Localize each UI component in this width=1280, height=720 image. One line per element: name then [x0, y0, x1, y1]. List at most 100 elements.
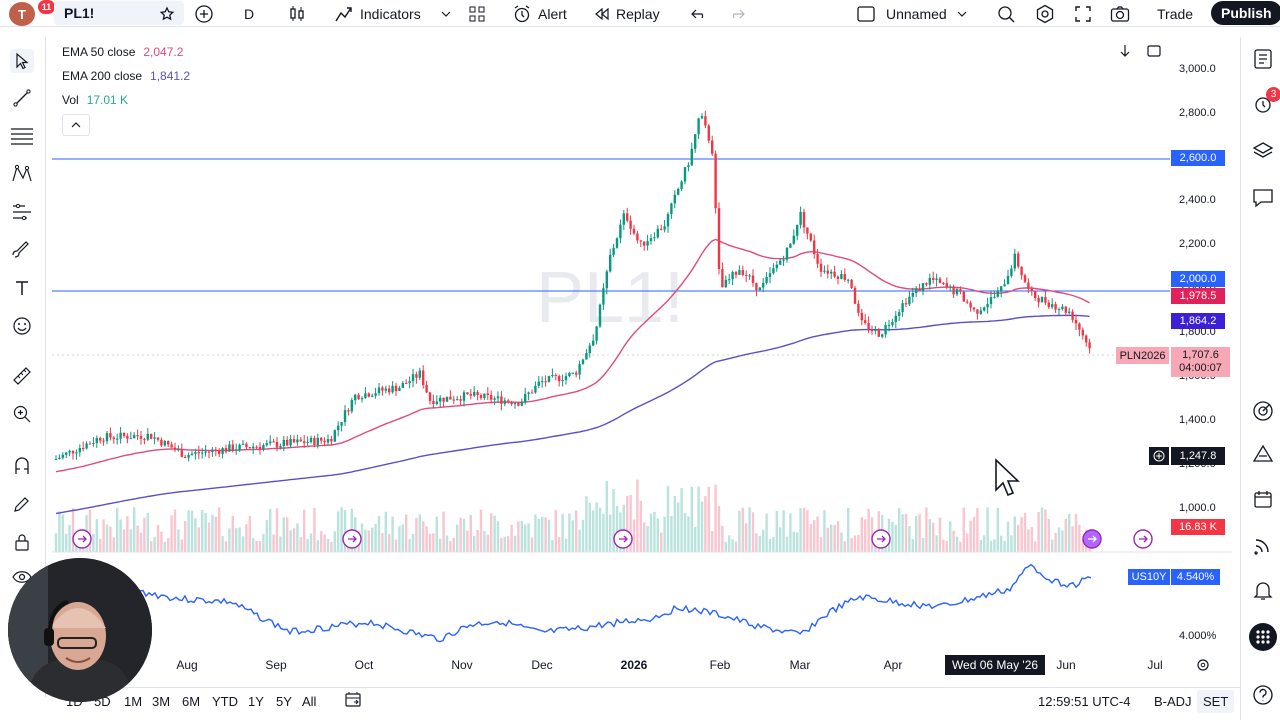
fullscreen-icon[interactable] [1072, 0, 1094, 27]
volume-bar [289, 530, 292, 552]
trade-button[interactable]: Trade [1157, 0, 1193, 27]
candle-body [670, 203, 673, 215]
redo-icon[interactable] [727, 0, 747, 27]
notifications-bell-icon[interactable] [1251, 578, 1275, 602]
tag-last-symbol: PLN2026 [1116, 347, 1169, 364]
target-icon[interactable] [1251, 399, 1275, 423]
candlesticks[interactable] [54, 110, 1091, 462]
alerts-clock-icon[interactable]: 3 [1251, 87, 1280, 116]
candle-body [374, 393, 377, 396]
session-toggle[interactable]: SET [1197, 690, 1235, 713]
add-alert-plus-icon[interactable] [1149, 447, 1169, 465]
us10y-line[interactable] [139, 563, 1092, 643]
candle-body [833, 271, 836, 277]
volume-bar [500, 537, 503, 552]
ruler-icon[interactable] [10, 364, 34, 388]
volume-bar [391, 516, 394, 552]
candle-body [830, 271, 833, 274]
indicators-button[interactable]: Indicators [334, 0, 421, 27]
vol-value: 17.01 K [86, 93, 129, 107]
volume-bar [68, 524, 71, 552]
text-tool-icon[interactable] [10, 276, 34, 300]
candles-icon[interactable] [286, 0, 308, 27]
alert-button[interactable]: Alert [512, 0, 567, 27]
projection-icon[interactable] [10, 200, 34, 224]
help-icon[interactable] [1251, 683, 1275, 707]
zoom-in-icon[interactable] [10, 402, 34, 426]
volume-bar [207, 522, 211, 552]
chat-icon[interactable] [1251, 186, 1275, 210]
layout-menu[interactable]: Unnamed [856, 0, 967, 27]
pattern-icon[interactable] [10, 162, 34, 186]
volume-bar [252, 538, 255, 552]
candle-body [371, 395, 374, 397]
volume-bar [918, 514, 921, 552]
camera-icon[interactable] [1109, 0, 1131, 27]
badj-toggle[interactable]: B-ADJ [1154, 694, 1192, 709]
legend-ema50[interactable]: EMA 50 close 2,047.2 [62, 45, 183, 59]
chevron-down-icon[interactable] [438, 0, 454, 27]
volume-bar [466, 530, 469, 552]
magnet-icon[interactable] [10, 454, 34, 478]
range-button[interactable]: 6M [182, 694, 201, 709]
fib-retracement-icon[interactable] [10, 124, 34, 148]
candle-body [983, 307, 986, 311]
user-avatar[interactable]: T 11 [9, 0, 55, 26]
layers-icon[interactable] [1251, 139, 1275, 163]
candle-body [853, 287, 857, 304]
calendar-icon[interactable] [1251, 487, 1275, 511]
range-button[interactable]: 3M [152, 694, 171, 709]
cursor-arrow-icon[interactable] [10, 49, 34, 73]
interval-button[interactable]: D [244, 0, 254, 27]
replay-button[interactable]: Replay [594, 0, 660, 27]
tag-ema200: 1,864.2 [1171, 313, 1225, 329]
ema200-line[interactable] [55, 314, 1090, 515]
apps-grid-icon[interactable] [1249, 623, 1277, 651]
trend-line-icon[interactable] [10, 86, 34, 110]
settings-gear-icon[interactable] [1034, 0, 1056, 27]
clock-timezone[interactable]: 12:59:51 UTC-4 [1038, 694, 1131, 709]
legend-volume[interactable]: Vol 17.01 K [62, 93, 128, 107]
range-button[interactable]: All [302, 694, 317, 709]
emoji-icon[interactable] [10, 314, 34, 338]
broadcast-icon[interactable] [1251, 533, 1275, 557]
date-range-calendar-icon[interactable] [344, 691, 362, 712]
range-button[interactable]: 1Y [248, 694, 264, 709]
pencil-lock-icon[interactable] [10, 492, 34, 516]
volume-bar [656, 518, 659, 552]
candle-body [99, 438, 102, 441]
watchlist-icon[interactable] [1251, 47, 1275, 71]
candle-body [768, 273, 772, 277]
quick-search-icon[interactable] [995, 0, 1017, 27]
publish-button[interactable]: Publish [1211, 1, 1280, 25]
volume-bar [704, 496, 707, 552]
brush-icon[interactable] [10, 238, 34, 262]
candle-body [683, 167, 687, 182]
candle-body [405, 382, 408, 384]
undo-icon[interactable] [689, 0, 709, 27]
volume-bar [632, 519, 636, 552]
axis-settings-gear-icon[interactable] [1196, 658, 1210, 677]
lock-icon[interactable] [10, 530, 34, 554]
candle-body [884, 325, 887, 335]
maximize-pane-icon[interactable] [1146, 43, 1162, 64]
candle-body [697, 118, 700, 135]
candle-body [258, 446, 262, 450]
range-button[interactable]: 5Y [276, 694, 292, 709]
ideas-icon[interactable] [1251, 442, 1275, 466]
legend-ema200[interactable]: EMA 200 close 1,841.2 [62, 69, 190, 83]
volume-bar [945, 541, 948, 552]
scroll-to-latest-icon[interactable] [1117, 43, 1133, 64]
range-button[interactable]: YTD [212, 694, 238, 709]
chart-canvas[interactable]: PL1! [0, 37, 1240, 687]
range-button[interactable]: 1M [124, 694, 143, 709]
volume-bar [422, 521, 425, 552]
candle-body [1003, 284, 1006, 287]
templates-icon[interactable] [466, 0, 488, 27]
compare-add-icon[interactable] [193, 0, 215, 27]
volume-bar [564, 538, 568, 552]
candle-body [728, 279, 731, 281]
favorite-icon[interactable] [158, 0, 176, 27]
collapse-legend-button[interactable] [62, 114, 90, 136]
volume-bar [1078, 524, 1081, 552]
